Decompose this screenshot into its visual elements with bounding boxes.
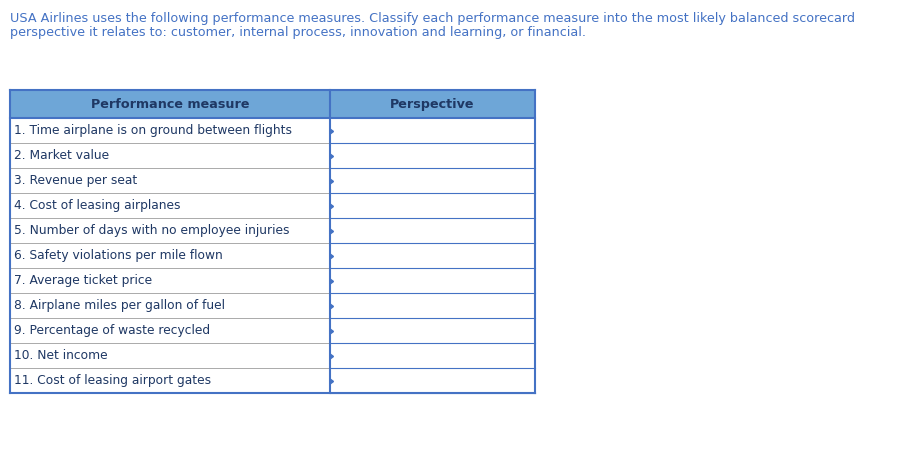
Text: perspective it relates to: customer, internal process, innovation and learning, : perspective it relates to: customer, int… bbox=[10, 26, 586, 39]
Bar bbox=[10, 143, 535, 168]
Text: 1. Time airplane is on ground between flights: 1. Time airplane is on ground between fl… bbox=[14, 124, 292, 137]
Bar bbox=[10, 168, 535, 193]
Text: 11. Cost of leasing airport gates: 11. Cost of leasing airport gates bbox=[14, 374, 211, 387]
Text: Perspective: Perspective bbox=[391, 98, 474, 110]
Text: 10. Net income: 10. Net income bbox=[14, 349, 108, 362]
Text: 8. Airplane miles per gallon of fuel: 8. Airplane miles per gallon of fuel bbox=[14, 299, 225, 312]
Text: 7. Average ticket price: 7. Average ticket price bbox=[14, 274, 152, 287]
Text: Performance measure: Performance measure bbox=[91, 98, 250, 110]
Text: 3. Revenue per seat: 3. Revenue per seat bbox=[14, 174, 137, 187]
Bar bbox=[10, 268, 535, 293]
Text: 6. Safety violations per mile flown: 6. Safety violations per mile flown bbox=[14, 249, 223, 262]
Text: USA Airlines uses the following performance measures. Classify each performance : USA Airlines uses the following performa… bbox=[10, 12, 855, 25]
Bar bbox=[10, 243, 535, 268]
Bar bbox=[10, 218, 535, 243]
Bar bbox=[10, 293, 535, 318]
Bar bbox=[10, 193, 535, 218]
Bar bbox=[10, 368, 535, 393]
Bar bbox=[10, 118, 535, 143]
Text: 2. Market value: 2. Market value bbox=[14, 149, 109, 162]
Text: 9. Percentage of waste recycled: 9. Percentage of waste recycled bbox=[14, 324, 210, 337]
Text: 4. Cost of leasing airplanes: 4. Cost of leasing airplanes bbox=[14, 199, 181, 212]
Text: 5. Number of days with no employee injuries: 5. Number of days with no employee injur… bbox=[14, 224, 289, 237]
Bar bbox=[10, 343, 535, 368]
Bar bbox=[10, 318, 535, 343]
Bar bbox=[10, 90, 535, 118]
